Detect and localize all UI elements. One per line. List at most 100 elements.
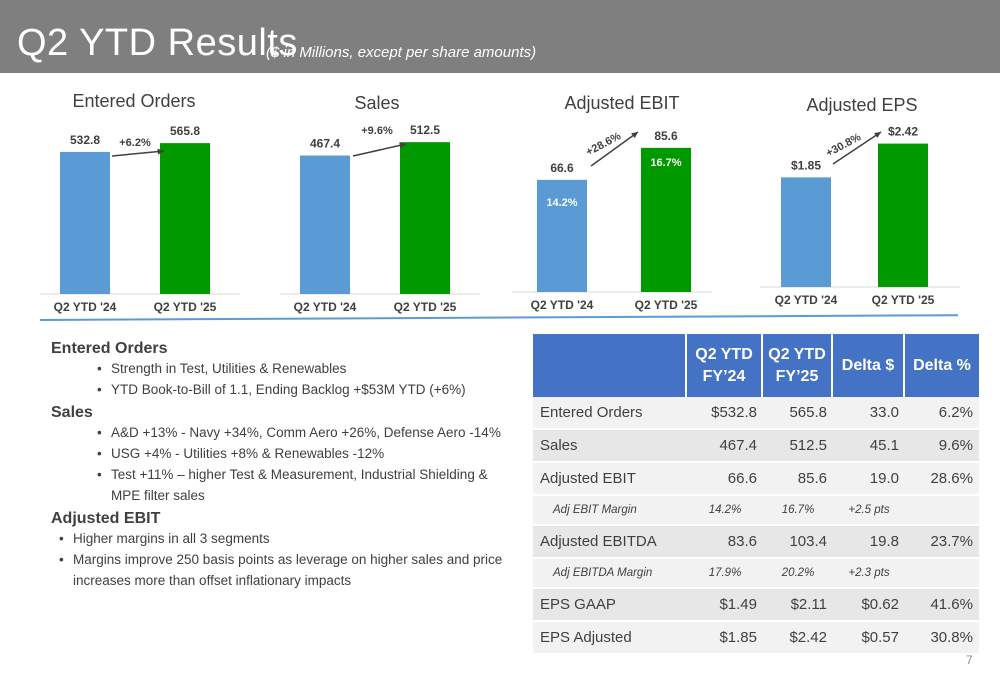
growth-arrow [352,143,407,157]
table-cell: $2.42 [763,622,833,655]
row-label: Adjusted EBITDA [533,526,687,559]
table-row: Adjusted EBIT 66.6 85.6 19.0 28.6% [533,463,979,496]
data-label: 66.6 [550,161,574,175]
bar [641,147,691,292]
row-label: Entered Orders [533,397,687,430]
orders-heading: Entered Orders [51,340,168,357]
table-row: EPS Adjusted $1.85 $2.42 $0.57 30.8% [533,622,979,655]
tick-label: Q2 YTD '25 [872,293,935,307]
table-header-row: Q2 YTD FY’24 Q2 YTD FY’25 Delta $ Delta … [533,334,979,397]
table-cell: 14.2% [687,496,763,526]
table-cell: +2.3 pts [833,559,905,589]
ebit-heading: Adjusted EBIT [51,510,161,527]
table-header-cell: Delta $ [833,334,905,397]
table-cell: 103.4 [763,526,833,559]
margin-label: 14.2% [546,197,577,209]
ebit-bullets: Higher margins in all 3 segments Margins… [51,528,516,591]
chart-title: Adjusted EBIT [564,93,680,113]
table-cell: +2.5 pts [833,496,905,526]
tick-label: Q2 YTD '25 [394,300,457,314]
table-header-cell [533,334,687,397]
chart-sales: Sales 467.4 Q2 YTD '24 512.5 Q2 YTD '25 +9.6… [280,86,500,326]
table-cell: 33.0 [833,397,905,430]
table-row: Adj EBITDA Margin 17.9% 20.2% +2.3 pts [533,559,979,589]
data-label: $1.85 [791,158,821,172]
list-item: USG +4% - Utilities +8% & Renewables -12… [51,443,516,464]
results-table: Q2 YTD FY’24 Q2 YTD FY’25 Delta $ Delta … [533,334,979,655]
page-title: Q2 YTD Results [17,22,298,64]
table-cell: 41.6% [905,589,979,622]
commentary: Entered Orders Strength in Test, Utiliti… [51,340,516,591]
table-cell [905,496,979,526]
growth-label: +28.6% [584,130,623,158]
page-number: 7 [966,653,973,667]
bar [160,143,210,294]
table-cell: 6.2% [905,397,979,430]
chart-title: Entered Orders [72,91,196,111]
arrow-head-icon [874,132,881,139]
table-header-cell: Q2 YTD FY’25 [763,334,833,397]
growth-label: +30.8% [824,131,863,159]
table-cell: 16.7% [763,496,833,526]
table-cell: 17.9% [687,559,763,589]
bar [400,142,450,294]
row-label: Adj EBIT Margin [533,496,687,526]
table-cell: $0.62 [833,589,905,622]
arrow-head-icon [399,142,406,149]
bar [537,179,587,292]
tick-label: Q2 YTD '24 [54,300,117,314]
row-label: EPS Adjusted [533,622,687,655]
title-bar: Q2 YTD Results ($ in Millions, except pe… [0,0,1000,73]
table-cell: 28.6% [905,463,979,496]
table-header-cell: Q2 YTD FY’24 [687,334,763,397]
margin-label: 16.7% [650,157,681,169]
table-cell: 23.7% [905,526,979,559]
table-cell: $2.11 [763,589,833,622]
page-subtitle: ($ in Millions, except per share amounts… [266,44,537,61]
list-item: Margins improve 250 basis points as leve… [51,549,516,591]
table-cell: 30.8% [905,622,979,655]
table-cell: 467.4 [687,430,763,463]
tick-label: Q2 YTD '24 [531,298,594,312]
growth-label: +6.2% [119,137,151,149]
bar [60,151,110,294]
table-cell: 20.2% [763,559,833,589]
chart-title: Adjusted EPS [806,95,918,115]
growth-arrow [111,150,165,157]
data-label: $2.42 [888,125,918,139]
arrow-head-icon [631,132,638,139]
table-cell: 19.0 [833,463,905,496]
chart-adjusted-ebit: Adjusted EBIT 66.6 Q2 YTD '24 14.2% 85.6 Q2 … [512,86,732,326]
table-row: Adjusted EBITDA 83.6 103.4 19.8 23.7% [533,526,979,559]
arrow-head-icon [157,148,164,155]
chart-svg: 66.6 Q2 YTD '24 14.2% 85.6 Q2 YTD '25 16.7% +2… [512,129,712,312]
bar [878,143,928,287]
chart-title: Sales [354,93,400,113]
table-cell: 512.5 [763,430,833,463]
tick-label: Q2 YTD '24 [775,293,838,307]
bar [781,177,831,287]
table-cell: $1.85 [687,622,763,655]
list-item: A&D +13% - Navy +34%, Comm Aero +26%, De… [51,422,516,443]
list-item: YTD Book-to-Bill of 1.1, Ending Backlog … [51,379,516,400]
chart-entered-orders: Entered Orders 532.8 Q2 YTD '24 565.8 Q2 YT… [40,86,260,326]
data-label: 85.6 [654,129,678,143]
sales-heading: Sales [51,404,93,421]
growth-label: +9.6% [361,125,393,137]
table-cell: $532.8 [687,397,763,430]
table-header-cell: Delta % [905,334,979,397]
table-cell: 85.6 [763,463,833,496]
table-cell: 83.6 [687,526,763,559]
chart-svg: 467.4 Q2 YTD '24 512.5 Q2 YTD '25 +9.6% [280,123,480,314]
chart-svg: $1.85 Q2 YTD '24 $2.42 Q2 YTD '25 +30.8% [760,125,960,307]
table-row: Sales 467.4 512.5 45.1 9.6% [533,430,979,463]
bar [300,155,350,294]
table-cell: $1.49 [687,589,763,622]
row-label: Sales [533,430,687,463]
data-label: 512.5 [410,123,440,137]
row-label: Adjusted EBIT [533,463,687,496]
chart-adjusted-eps: Adjusted EPS $1.85 Q2 YTD '24 $2.42 Q2 YTD … [760,86,980,326]
data-label: 467.4 [310,137,340,151]
list-item: Higher margins in all 3 segments [51,528,516,549]
tick-label: Q2 YTD '25 [154,300,217,314]
